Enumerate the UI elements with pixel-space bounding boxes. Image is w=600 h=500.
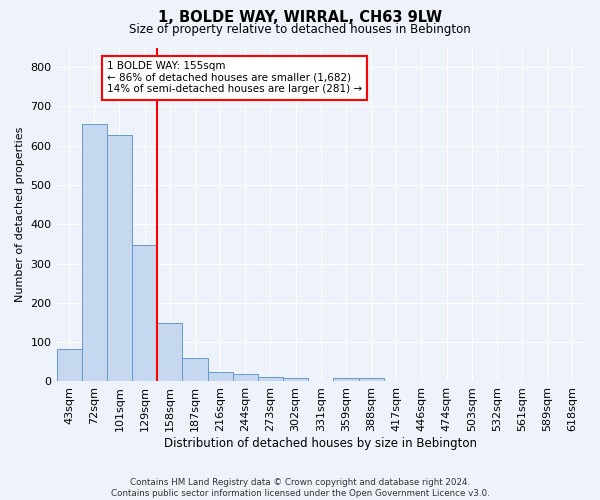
Bar (56, 349, 82, 382)
Bar (82, 124, 107, 382)
Bar (334, 378, 359, 382)
Bar (107, 134, 132, 382)
Text: 1, BOLDE WAY, WIRRAL, CH63 9LW: 1, BOLDE WAY, WIRRAL, CH63 9LW (158, 10, 442, 25)
Bar (258, 376, 283, 382)
Bar (233, 374, 258, 382)
Bar (132, 244, 157, 382)
Bar (283, 378, 308, 382)
Bar (359, 378, 383, 382)
Bar (182, 358, 208, 382)
Bar (157, 324, 182, 382)
Y-axis label: Number of detached properties: Number of detached properties (15, 127, 25, 302)
Text: Size of property relative to detached houses in Bebington: Size of property relative to detached ho… (129, 22, 471, 36)
Text: 1 BOLDE WAY: 155sqm
← 86% of detached houses are smaller (1,682)
14% of semi-det: 1 BOLDE WAY: 155sqm ← 86% of detached ho… (107, 62, 362, 94)
X-axis label: Distribution of detached houses by size in Bebington: Distribution of detached houses by size … (164, 437, 477, 450)
Bar (208, 372, 233, 382)
Text: Contains HM Land Registry data © Crown copyright and database right 2024.
Contai: Contains HM Land Registry data © Crown c… (110, 478, 490, 498)
